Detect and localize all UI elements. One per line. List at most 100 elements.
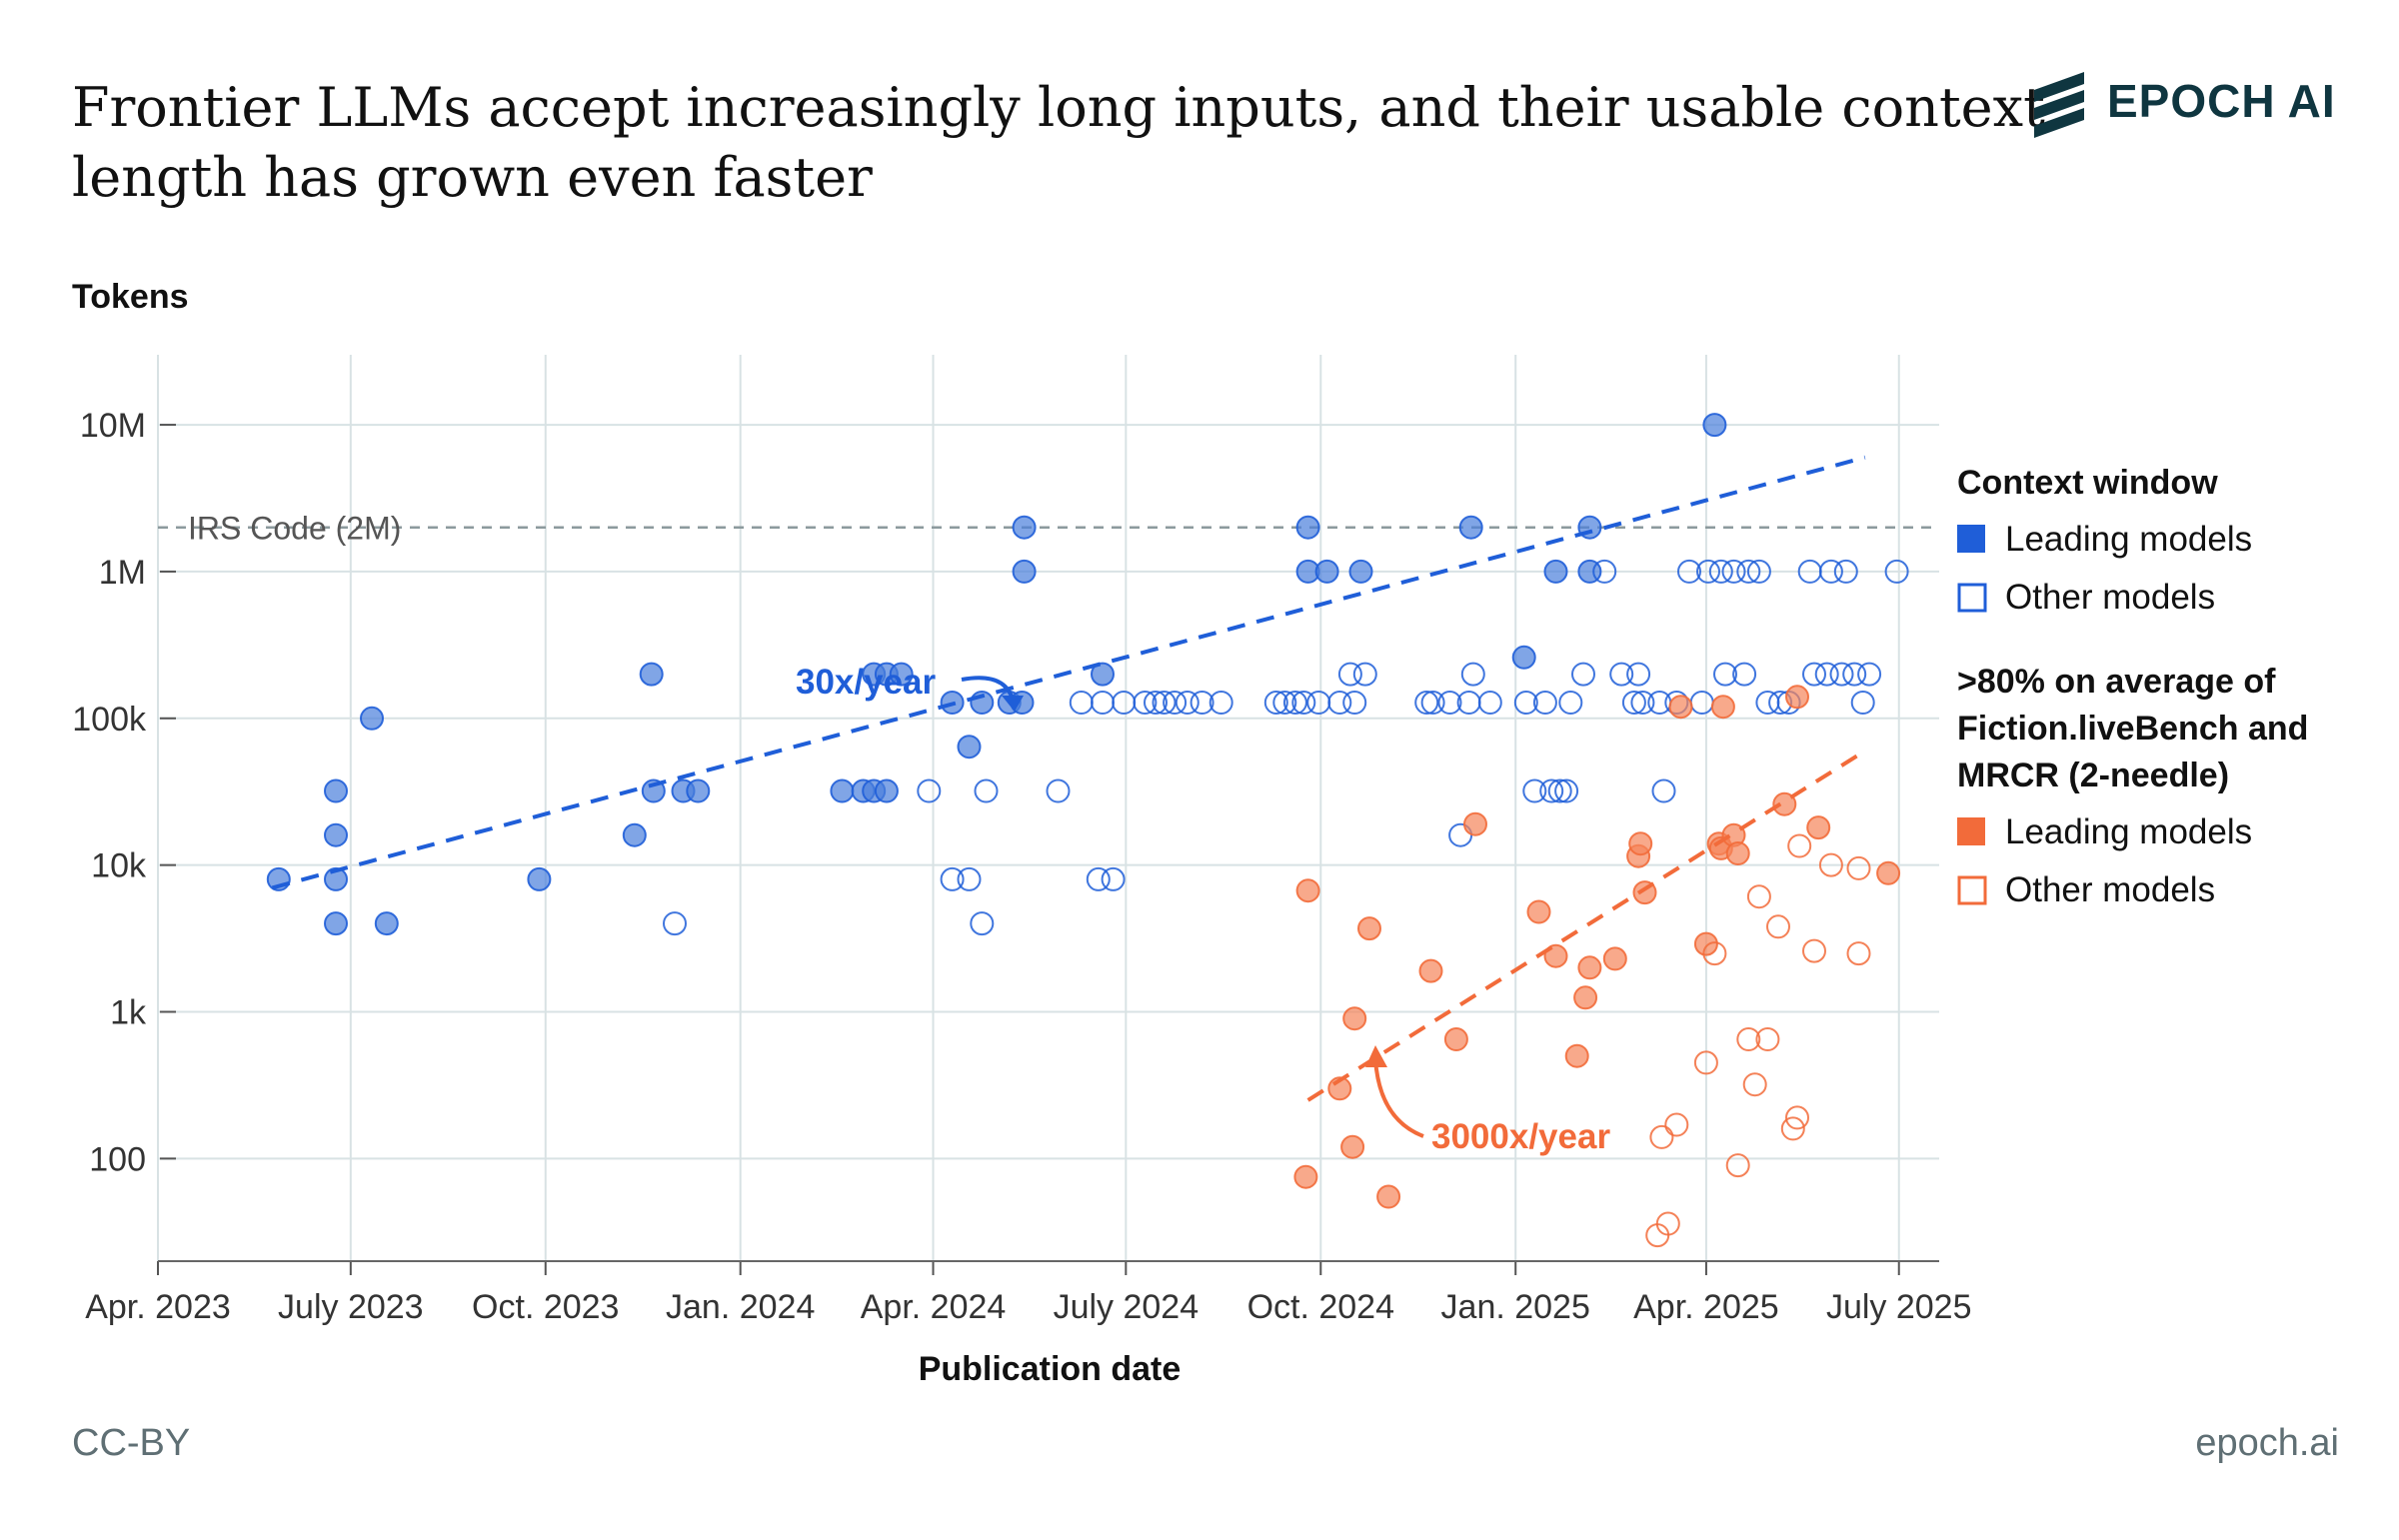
usable-leading-point (1418, 958, 1443, 983)
trendline-30x (271, 455, 1866, 890)
usable-other-point (1755, 1027, 1780, 1051)
context-other-point (1708, 559, 1733, 584)
legend-title-usable-line1: >80% on average of (1957, 663, 2276, 701)
context-other-point (1291, 691, 1316, 715)
context-other-point (940, 866, 965, 891)
x-tick-label: July 2025 (1826, 1288, 1972, 1326)
x-tick-label: Apr. 2024 (861, 1288, 1007, 1326)
context-leading-point (324, 822, 348, 847)
context-leading-point (360, 706, 384, 731)
context-leading-point (1543, 559, 1568, 584)
context-other-point (1746, 559, 1771, 584)
context-leading-point (1295, 515, 1320, 540)
usable-leading-point (1725, 841, 1750, 865)
y-tick-label: 1k (110, 993, 147, 1031)
context-leading-point (374, 911, 399, 936)
context-other-point (1884, 559, 1909, 584)
usable-leading-point (1693, 931, 1718, 956)
usable-leading-point (1340, 1134, 1365, 1159)
trendlines (271, 455, 1866, 1102)
context-leading-point (1702, 413, 1727, 438)
usable-other-point (1693, 1050, 1718, 1075)
context-other-point (1829, 662, 1854, 687)
context-other-point (1101, 866, 1126, 891)
usable-other-point (1736, 1027, 1761, 1051)
legend-label-other-context[interactable]: Other models (2005, 578, 2215, 617)
context-other-point (1282, 691, 1307, 715)
context-leading-point (1511, 645, 1536, 670)
context-other-point (974, 778, 999, 803)
context-other-point (1306, 691, 1331, 715)
irs-code-label: IRS Code (2M) (188, 511, 401, 547)
usable-leading-point (1602, 946, 1627, 971)
context-other-point (1086, 866, 1111, 891)
context-other-point (1069, 691, 1094, 715)
context-other-point (1814, 662, 1839, 687)
usable-other-point (1702, 941, 1727, 966)
y-tick-label: 100k (72, 701, 147, 739)
context-other-point (1857, 662, 1882, 687)
legend-label-leading-context[interactable]: Leading models (2005, 520, 2252, 559)
annotation-3000x-arrowhead (1365, 1045, 1387, 1067)
usable-leading-point (1876, 860, 1901, 885)
annotation-30x-year: 30x/year (796, 663, 937, 702)
logo-text: EPOCH AI (2107, 75, 2336, 127)
usable-other-point (1766, 914, 1790, 939)
context-other-point (1626, 662, 1651, 687)
context-other-point (1647, 691, 1672, 715)
epoch-logo[interactable]: EPOCH AI (2034, 72, 2336, 138)
legend-title-usable-line2: Fiction.liveBench and (1957, 710, 2308, 748)
context-other-point (1420, 691, 1445, 715)
annotation-30x-arrow (961, 676, 1015, 701)
context-other-point (1460, 662, 1485, 687)
context-leading-point (324, 866, 348, 891)
context-other-point (1651, 778, 1676, 803)
usable-leading-point (1526, 899, 1551, 924)
usable-leading-point (1293, 1164, 1318, 1189)
y-axis-label: Tokens (72, 278, 189, 316)
annotations: 30x/year 3000x/year (796, 663, 1610, 1156)
context-other-point (1818, 559, 1843, 584)
footer-site[interactable]: epoch.ai (2195, 1422, 2339, 1464)
context-other-point (970, 911, 995, 936)
chart-title-line2: length has grown even faster (72, 146, 873, 209)
legend-swatch-other-orange (1957, 875, 1987, 905)
usable-other-point (1846, 855, 1871, 880)
context-other-point (957, 866, 982, 891)
usable-leading-point (1668, 695, 1693, 720)
x-tick-label: Apr. 2023 (85, 1288, 231, 1326)
legend-swatch-other-blue (1957, 583, 1987, 613)
epoch-stripes-icon (2034, 72, 2084, 138)
context-leading-point (1091, 662, 1115, 687)
usable-leading-point (1573, 985, 1598, 1010)
context-other-point (1112, 691, 1137, 715)
context-other-point (1046, 778, 1071, 803)
context-other-point (1437, 691, 1462, 715)
usable-leading-point (1342, 1006, 1367, 1031)
axes: 100 1k 10k 100k 1M 10M Apr. 2023 July 2023 Oct. … (72, 407, 1971, 1326)
context-other-point (1677, 559, 1701, 584)
y-tick-label: 100 (89, 1140, 146, 1178)
legend-title-context: Context window (1957, 464, 2218, 502)
context-other-point (1337, 662, 1362, 687)
annotation-3000x-arrow (1373, 1058, 1424, 1138)
usable-leading-point (1295, 878, 1320, 903)
context-other-point (1477, 691, 1502, 715)
context-other-point (1842, 662, 1867, 687)
legend-label-other-usable[interactable]: Other models (2005, 870, 2215, 909)
context-leading-point (686, 778, 711, 803)
usable-leading-point (1463, 811, 1487, 836)
context-other-point (1732, 662, 1757, 687)
context-other-point (1721, 559, 1746, 584)
x-tick-label: Jan. 2024 (666, 1288, 815, 1326)
context-other-point (1522, 778, 1547, 803)
legend-swatch-leading-blue (1957, 525, 1985, 553)
context-other-point (1144, 691, 1168, 715)
legend-label-leading-usable[interactable]: Leading models (2005, 812, 2252, 851)
usable-other-point (1787, 833, 1812, 858)
context-other-point (1802, 662, 1826, 687)
usable-leading-point (1564, 1043, 1589, 1068)
context-other-point (1713, 662, 1737, 687)
footer-license: CC-BY (72, 1422, 190, 1464)
